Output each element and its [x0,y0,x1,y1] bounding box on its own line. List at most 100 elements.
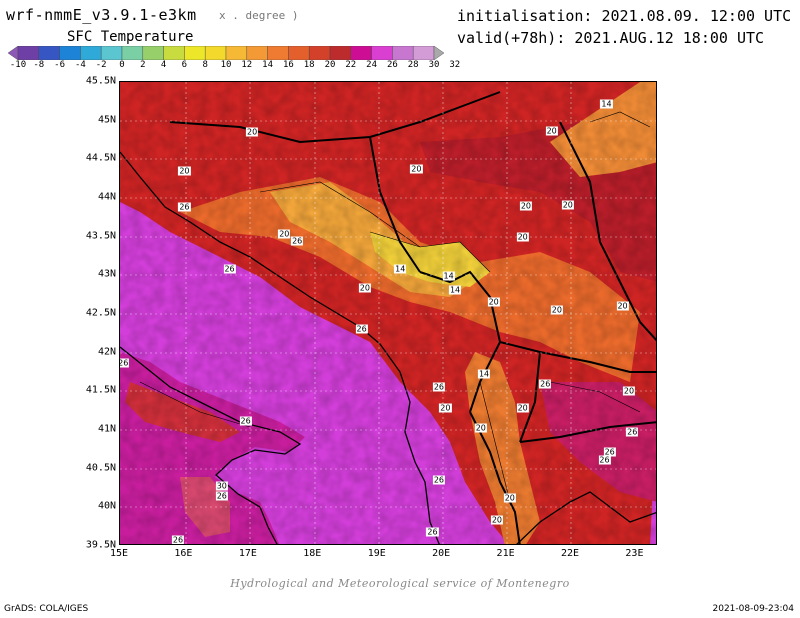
colorbar-tick-label: 0 [119,60,125,70]
colorbar-tick-label: 2 [140,60,146,70]
colorbar-swatch [184,46,206,60]
colorbar-tick-label: 6 [181,60,188,70]
colorbar-tick-label: 28 [407,60,419,70]
contour-label: 20 [550,305,563,315]
colorbar-tick-label: 24 [366,60,378,70]
model-title: wrf-nmmE_v3.9.1-e3km [6,6,197,24]
field-name: SFC Temperature [67,29,194,45]
longitude-label: 18E [303,548,322,559]
latitude-label: 45N [97,114,116,126]
latitude-label: 40.5N [85,462,116,474]
colorbar-swatch [100,46,123,60]
contour-label: 20 [561,200,574,210]
colorbar-tick-label: 8 [202,60,208,70]
credit-text: Hydrological and Meteorological service … [230,577,570,590]
contour-label: 20 [622,386,636,396]
colorbar-tick-label: 26 [386,60,398,70]
colorbar-swatch [413,46,435,60]
contour-label: 26 [432,475,446,485]
colorbar-tick-label: -2 [95,60,107,70]
colorbar-swatch [371,46,393,60]
contour-label: 26 [355,324,368,334]
latitude-label: 40N [97,500,116,512]
colorbar-swatch [17,46,39,60]
colorbar-swatch [267,46,289,60]
contour-label: 14 [448,285,462,295]
latitude-label: 43N [97,268,116,280]
colorbar-swatch [8,46,19,60]
colorbar-tick-label: 16 [282,60,294,70]
colorbar-tick-label: 10 [220,60,232,70]
colorbar-swatch [433,46,444,60]
longitude-label: 16E [174,548,193,559]
colorbar-tick-label: -8 [33,60,45,70]
latitude-label: 41N [97,423,116,435]
colorbar-swatch [163,46,185,60]
colorbar-tick-label: 18 [303,60,315,70]
contour-label: 26 [119,358,130,368]
colorbar-swatch [225,46,248,60]
contour-label: 20 [519,201,532,211]
colorbar-tick-label: 12 [241,60,253,70]
colorbar-swatch [121,46,144,60]
contour-label: 20 [516,232,529,242]
contour-label: 26 [215,491,228,501]
contour-label: 20 [545,126,558,136]
colorbar-tick-label: -10 [9,60,27,70]
contour-lines [139,111,651,503]
contour-label: 20 [516,403,529,413]
contour-label: 20 [439,403,452,413]
contour-label: 20 [278,229,291,239]
latitude-label: 39.5N [85,539,116,551]
temperature-map: 14 20 20 20 20 26 20 20 20 26 20 26 14 14 14 20 20 20 20 26… [119,81,657,545]
latitude-label: 42.5N [85,307,116,319]
colorbar-swatch [38,46,60,60]
italy-coastline [120,346,302,544]
contour-label: 26 [603,447,616,457]
longitude-label: 21E [496,548,515,559]
longitude-label: 20E [432,548,451,559]
contour-label: 30 [215,481,228,491]
colorbar-tick-label: -4 [74,60,86,70]
colorbar-tick-label: 20 [324,60,336,70]
contour-label: 14 [477,369,491,379]
greece-coastline [516,491,656,544]
contour-label: 26 [178,202,191,211]
colorbar-tick-label: 30 [428,60,440,70]
latitude-label: 43.5N [85,230,116,242]
contour-label: 14 [394,264,407,274]
grads-label: GrADS: COLA/IGES [4,604,89,614]
latitude-label: 45.5N [85,75,116,87]
contour-label: 20 [178,166,191,176]
colorbar-swatch [80,46,102,60]
initialisation-time: initialisation: 2021.08.09. 12:00 UTC [457,7,792,25]
longitude-label: 22E [560,548,580,559]
adriatic-coastline [120,151,440,544]
contour-label: 26 [239,416,252,426]
contour-label: 26 [539,379,552,389]
longitude-label: 23E [625,548,644,559]
colorbar-swatch [142,46,164,60]
contour-label: 26 [171,535,185,545]
colorbar-tick-label: 14 [262,60,274,70]
render-timestamp: 2021-08-09-23:04 [712,604,795,614]
map-canvas [120,82,656,544]
longitude-label: 19E [367,548,386,559]
colorbar-tick-label: 32 [449,60,461,70]
colorbar-tick-label: -6 [54,60,66,70]
longitude-label: 15E [109,548,129,559]
latitude-label: 41.5N [85,384,116,396]
contour-label: 26 [223,264,236,274]
contour-label: 20 [410,164,423,174]
contour-label: 26 [598,455,611,465]
contour-label: 14 [442,271,455,281]
colorbar-swatch [392,46,414,60]
gridlines [120,82,656,544]
latitude-label: 42N [97,346,116,358]
contour-label: 20 [487,297,500,307]
contour-label: 20 [503,493,516,503]
contour-label: 14 [600,99,613,109]
colorbar-swatch [204,46,227,60]
contour-label: 26 [426,527,439,537]
colorbar-swatch [329,46,351,60]
